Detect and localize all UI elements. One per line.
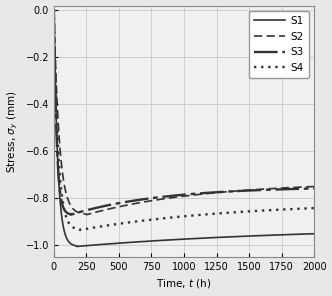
S3 bbox=[105, 204, 109, 207]
S4 bbox=[105, 224, 109, 227]
S4 bbox=[122, 221, 125, 225]
S4 bbox=[52, 9, 56, 12]
S3 bbox=[122, 201, 125, 204]
S2 bbox=[122, 204, 125, 207]
S1 bbox=[122, 241, 125, 244]
S2 bbox=[105, 207, 109, 211]
Line: S2: S2 bbox=[54, 10, 314, 215]
S4 bbox=[263, 209, 267, 212]
S1 bbox=[249, 234, 253, 238]
X-axis label: Time, $t$ (h): Time, $t$ (h) bbox=[156, 277, 212, 290]
S1 bbox=[52, 9, 56, 12]
S3 bbox=[69, 213, 73, 216]
Line: S1: S1 bbox=[54, 10, 314, 247]
S3 bbox=[249, 189, 253, 192]
S2 bbox=[263, 187, 267, 191]
S2 bbox=[173, 196, 177, 199]
S3 bbox=[263, 188, 267, 192]
S1 bbox=[105, 242, 109, 246]
Line: S3: S3 bbox=[54, 10, 314, 215]
S1 bbox=[263, 234, 267, 237]
S2 bbox=[249, 188, 253, 192]
S1 bbox=[312, 232, 316, 236]
Y-axis label: Stress, $\sigma_y$ (mm): Stress, $\sigma_y$ (mm) bbox=[6, 90, 20, 173]
S3 bbox=[173, 194, 177, 197]
S4 bbox=[173, 215, 177, 219]
Line: S4: S4 bbox=[54, 10, 314, 230]
S4 bbox=[78, 228, 82, 232]
S4 bbox=[197, 213, 201, 217]
S2 bbox=[312, 185, 316, 188]
S3 bbox=[52, 9, 56, 12]
S1 bbox=[173, 238, 177, 242]
Legend: S1, S2, S3, S4: S1, S2, S3, S4 bbox=[249, 11, 309, 78]
S1 bbox=[75, 245, 79, 248]
S4 bbox=[312, 206, 316, 210]
S3 bbox=[197, 192, 201, 195]
S1 bbox=[197, 237, 201, 240]
S2 bbox=[52, 9, 56, 12]
S2 bbox=[85, 213, 89, 216]
S2 bbox=[197, 193, 201, 196]
S4 bbox=[249, 210, 253, 213]
S3 bbox=[312, 187, 316, 190]
